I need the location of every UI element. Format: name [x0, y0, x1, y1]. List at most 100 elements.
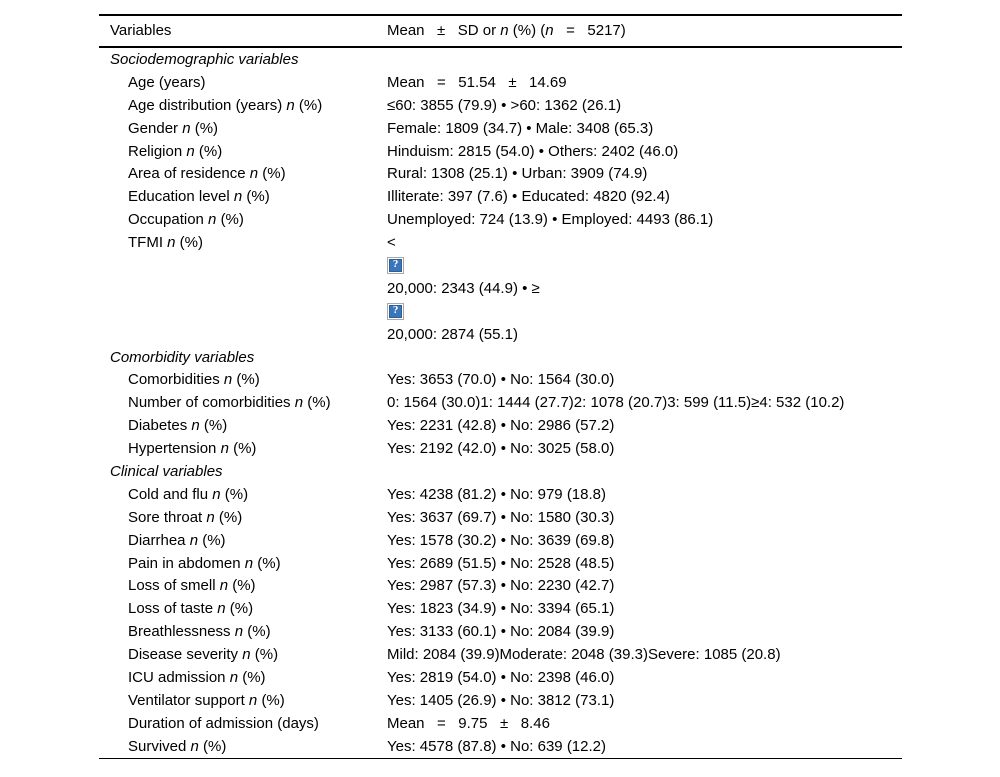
- label-line: Occupation n (%): [128, 208, 387, 231]
- text-run: Religion: [128, 142, 187, 160]
- broken-image-icon: ?: [387, 256, 404, 274]
- text-run: Yes: 2689 (51.5) • No: 2528 (48.5): [387, 554, 615, 572]
- table-row: Area of residence n (%) Rural: 1308 (25.1…: [99, 162, 902, 185]
- row-value: Mild: 2084 (39.9)Moderate: 2048 (39.3)Se…: [387, 643, 902, 666]
- table-row: Sore throat n (%) Yes: 3637 (69.7) • No: …: [99, 506, 902, 529]
- row-value: Yes: 3637 (69.7) • No: 1580 (30.3): [387, 506, 902, 529]
- section-title-text: Sociodemographic variables: [110, 50, 299, 68]
- text-run: Age distribution (years): [128, 96, 287, 114]
- text-run: n: [182, 119, 191, 137]
- value-line: Mean = 51.54 ± 14.69: [387, 71, 902, 94]
- row-value: Yes: 2192 (42.0) • No: 3025 (58.0): [387, 437, 902, 460]
- text-run: n: [186, 142, 195, 160]
- text-run: Loss of smell: [128, 577, 220, 595]
- text-run: Mild: 2084 (39.9)Moderate: 2048 (39.3)Se…: [387, 646, 781, 664]
- text-run: Gender: [128, 119, 183, 137]
- text-run: Yes: 1823 (34.9) • No: 3394 (65.1): [387, 600, 615, 618]
- text-run: Occupation: [128, 211, 209, 229]
- text-run: 0: 1564 (30.0)1: 1444 (27.7)2: 1078 (20.…: [387, 394, 845, 412]
- text-run: Hinduism: 2815 (54.0) • Others: 2402 (46…: [387, 142, 679, 160]
- text-run: 20,000: 2874 (55.1): [387, 325, 518, 343]
- text-run: (%): [242, 188, 270, 206]
- label-line: Number of comorbidities n (%): [128, 391, 387, 414]
- text-run: Number of comorbidities: [128, 394, 295, 412]
- label-line: Diarrhea n (%): [128, 529, 387, 552]
- row-label: Comorbidities n (%): [99, 368, 387, 391]
- table-row: Gender n (%) Female: 1809 (34.7) • Male: …: [99, 117, 902, 140]
- text-run: (%): [257, 691, 285, 709]
- text-run: (%): [294, 96, 323, 114]
- row-value: Illiterate: 397 (7.6) • Educated: 4820 (…: [387, 185, 902, 208]
- label-line: Loss of taste n (%): [128, 597, 387, 620]
- table-row: Breathlessness n (%) Yes: 3133 (60.1) • N…: [99, 620, 902, 643]
- table-row: ICU admission n (%) Yes: 2819 (54.0) • No…: [99, 666, 902, 689]
- text-run: (%): [190, 119, 219, 137]
- row-value: ≤60: 3855 (79.9) • >60: 1362 (26.1): [387, 94, 902, 117]
- table-header-rule: [99, 45, 902, 48]
- value-line: Hinduism: 2815 (54.0) • Others: 2402 (46…: [387, 140, 902, 163]
- row-label: Area of residence n (%): [99, 162, 387, 185]
- text-run: Mean = 51.54 ± 14.69: [387, 73, 567, 91]
- broken-image-icon: ?: [387, 302, 404, 320]
- row-label: Occupation n (%): [99, 208, 387, 231]
- table-row: Diabetes n (%) Yes: 2231 (42.8) • No: 298…: [99, 414, 902, 437]
- text-run: (%): [194, 142, 223, 160]
- label-line: Education level n (%): [128, 185, 387, 208]
- value-line: Yes: 4238 (81.2) • No: 979 (18.8): [387, 483, 902, 506]
- table-row: Age distribution (years) n (%) ≤60: 3855 …: [99, 94, 902, 117]
- text-run: n: [244, 554, 254, 572]
- label-line: Breathlessness n (%): [128, 620, 387, 643]
- row-label: Gender n (%): [99, 117, 387, 140]
- section-title-text: Comorbidity variables: [110, 348, 255, 366]
- row-label: Survived n (%): [99, 735, 387, 758]
- text-run: n: [294, 394, 304, 412]
- row-label: Pain in abdomen n (%): [99, 552, 387, 575]
- text-run: (%): [220, 485, 249, 503]
- baseline-characteristics-table: Variables Mean ± SD or n (%) (n = 5217) …: [99, 14, 902, 760]
- value-line: 20,000: 2343 (44.9) • ≥: [387, 277, 902, 300]
- value-line: <: [387, 231, 902, 254]
- row-value: Yes: 3133 (60.1) • No: 2084 (39.9): [387, 620, 902, 643]
- text-run: (%): [253, 554, 281, 572]
- row-value: Yes: 1405 (26.9) • No: 3812 (73.1): [387, 689, 902, 712]
- table-row: Education level n (%) Illiterate: 397 (7.…: [99, 185, 902, 208]
- value-line: Yes: 1823 (34.9) • No: 3394 (65.1): [387, 597, 902, 620]
- row-label: Age (years): [99, 71, 387, 94]
- section-title: Clinical variables: [99, 460, 902, 483]
- text-run: Yes: 2987 (57.3) • No: 2230 (42.7): [387, 577, 615, 595]
- broken-image-glyph: ?: [389, 258, 402, 272]
- label-line: Loss of smell n (%): [128, 574, 387, 597]
- row-label: TFMI n (%): [99, 231, 387, 254]
- row-value: Yes: 2819 (54.0) • No: 2398 (46.0): [387, 666, 902, 689]
- row-label: Number of comorbidities n (%): [99, 391, 387, 414]
- text-run: n: [189, 531, 199, 549]
- label-line: Hypertension n (%): [128, 437, 387, 460]
- text-run: n: [233, 188, 243, 206]
- text-run: n: [286, 96, 295, 114]
- table-row: Age (years) Mean = 51.54 ± 14.69: [99, 71, 902, 94]
- text-run: n: [208, 211, 217, 229]
- row-value: Yes: 2987 (57.3) • No: 2230 (42.7): [387, 574, 902, 597]
- broken-image-glyph: ?: [389, 304, 402, 318]
- value-line: Yes: 2689 (51.5) • No: 2528 (48.5): [387, 552, 902, 575]
- text-run: (%): [303, 394, 331, 412]
- table-row: Hypertension n (%) Yes: 2192 (42.0) • No:…: [99, 437, 902, 460]
- value-line: Yes: 1405 (26.9) • No: 3812 (73.1): [387, 689, 902, 712]
- row-label: Age distribution (years) n (%): [99, 94, 387, 117]
- row-value: Hinduism: 2815 (54.0) • Others: 2402 (46…: [387, 140, 902, 163]
- text-run: n: [219, 577, 229, 595]
- row-label: Sore throat n (%): [99, 506, 387, 529]
- value-line: Mild: 2084 (39.9)Moderate: 2048 (39.3)Se…: [387, 643, 902, 666]
- table-top-rule: [99, 14, 902, 16]
- text-run: (%): [175, 234, 203, 252]
- text-run: ≤60: 3855 (79.9) • >60: 1362 (26.1): [387, 96, 622, 114]
- table-row: Ventilator support n (%) Yes: 1405 (26.9)…: [99, 689, 902, 712]
- section-title: Sociodemographic variables: [99, 48, 902, 71]
- text-run: Area of residence: [128, 165, 250, 183]
- text-run: Diarrhea: [128, 531, 190, 549]
- text-run: (%): [232, 371, 260, 389]
- text-run: (%): [214, 508, 243, 526]
- row-label: Education level n (%): [99, 185, 387, 208]
- text-run: (%): [250, 646, 279, 664]
